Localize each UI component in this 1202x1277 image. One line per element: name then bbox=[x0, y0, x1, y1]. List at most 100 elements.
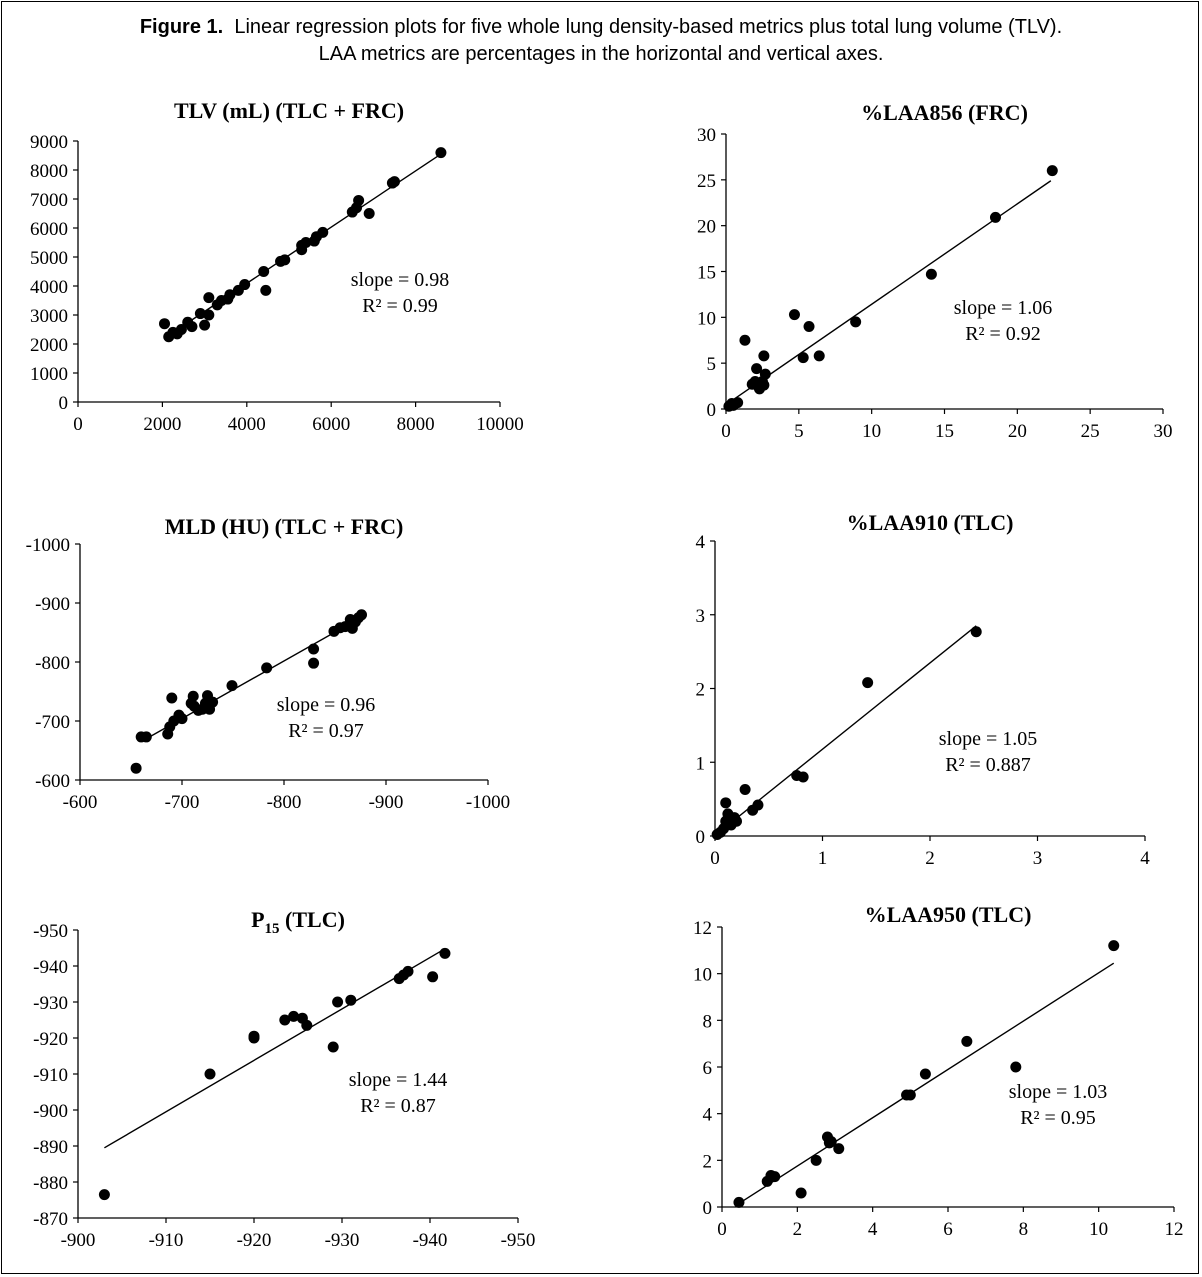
x-tick-label: -800 bbox=[267, 792, 302, 813]
chart-tlv: TLV (mL) (TLC + FRC) 0 2000 4000 6000 8000 100… bbox=[30, 98, 524, 435]
x-tick-label: 0 bbox=[721, 421, 731, 442]
chart-mld: MLD (HU) (TLC + FRC) -600 -700 -800 -900 -100… bbox=[26, 514, 510, 813]
x-tick-label: 6000 bbox=[312, 414, 350, 435]
caption-lead: Figure 1. bbox=[139, 16, 224, 38]
y-tick-label: -950 bbox=[33, 921, 68, 942]
y-tick-label: -900 bbox=[33, 1101, 68, 1122]
y-tick-label: 12 bbox=[693, 918, 712, 939]
r-squared-label: R² = 0.87 bbox=[360, 1095, 436, 1117]
x-tick-label: 5 bbox=[794, 421, 804, 442]
x-tick-label: 4000 bbox=[228, 414, 266, 435]
data-point bbox=[317, 226, 329, 238]
x-tick-label: 20 bbox=[1008, 421, 1027, 442]
data-point bbox=[1010, 1061, 1022, 1073]
slope-label: slope = 1.03 bbox=[1009, 1081, 1108, 1103]
x-tick-label: -600 bbox=[63, 792, 98, 813]
chart-title: P15 (TLC) bbox=[251, 907, 345, 937]
y-tick-label: 6000 bbox=[30, 219, 68, 240]
x-tick-label: -700 bbox=[165, 792, 200, 813]
data-point bbox=[130, 762, 142, 774]
y-tick-label: -940 bbox=[33, 957, 68, 978]
data-point bbox=[98, 1189, 110, 1201]
data-point bbox=[850, 316, 862, 328]
regression-line bbox=[729, 180, 1052, 403]
r-squared-label: R² = 0.99 bbox=[362, 295, 438, 317]
data-point bbox=[279, 1014, 291, 1026]
y-tick-label: -880 bbox=[33, 1173, 68, 1194]
chart-laa910: %LAA910 (TLC) 0 1 2 3 4 0 1 2 3 4 slope = 1.05 R² = … bbox=[696, 510, 1151, 869]
caption-text-1: Linear regression plots for five whole l… bbox=[234, 16, 1063, 38]
x-tick-label: 3 bbox=[1033, 848, 1043, 869]
data-point bbox=[759, 368, 771, 380]
y-tick-label: 9000 bbox=[30, 132, 68, 153]
chart-p15: P15 (TLC) -900 -910 -920 -930 -940 -950 -870 -88… bbox=[33, 907, 535, 1251]
data-point bbox=[186, 321, 198, 333]
y-tick-label: 3000 bbox=[30, 306, 68, 327]
r-squared-label: R² = 0.92 bbox=[965, 323, 1041, 345]
y-tick-label: 20 bbox=[697, 217, 716, 238]
r-squared-label: R² = 0.887 bbox=[945, 754, 1031, 776]
y-tick-label: -700 bbox=[35, 712, 70, 733]
y-tick-label: 2 bbox=[696, 680, 706, 701]
data-point bbox=[301, 1019, 313, 1031]
caption-line-2: LAA metrics are percentages in the horiz… bbox=[318, 43, 884, 65]
y-tick-label: 5000 bbox=[30, 248, 68, 269]
y-tick-label: 4000 bbox=[30, 277, 68, 298]
data-point bbox=[203, 309, 215, 321]
r-squared-label: R² = 0.95 bbox=[1020, 1107, 1096, 1129]
y-tick-label: -890 bbox=[33, 1137, 68, 1158]
x-tick-label: 2000 bbox=[143, 414, 181, 435]
y-tick-label: 0 bbox=[703, 1198, 713, 1219]
data-point bbox=[175, 324, 187, 335]
chart-title: TLV (mL) (TLC + FRC) bbox=[174, 98, 404, 123]
data-point bbox=[176, 713, 188, 725]
data-point bbox=[1046, 165, 1058, 177]
chart-laa856: %LAA856 (FRC) 0 5 10 15 20 25 30 0 5 10 15 20 25 30 slo… bbox=[697, 100, 1173, 442]
y-tick-label: 4 bbox=[703, 1105, 713, 1126]
chart-title: %LAA910 (TLC) bbox=[847, 510, 1014, 535]
regression-line bbox=[736, 962, 1115, 1206]
slope-label: slope = 0.98 bbox=[351, 269, 450, 291]
chart-title: MLD (HU) (TLC + FRC) bbox=[165, 514, 404, 539]
y-tick-label: 3 bbox=[696, 606, 706, 627]
regression-line bbox=[716, 625, 977, 835]
y-tick-label: -900 bbox=[35, 594, 70, 615]
y-tick-label: 8 bbox=[703, 1011, 713, 1032]
data-point bbox=[752, 799, 764, 811]
data-point bbox=[353, 194, 365, 206]
x-tick-label: -950 bbox=[501, 1230, 536, 1251]
x-tick-label: 2 bbox=[793, 1219, 803, 1240]
data-point bbox=[989, 211, 1001, 223]
y-tick-label: 4 bbox=[696, 532, 706, 553]
data-point bbox=[810, 1154, 822, 1166]
y-tick-label: 0 bbox=[59, 393, 69, 414]
data-point bbox=[363, 208, 375, 219]
data-point bbox=[226, 680, 238, 692]
slope-label: slope = 1.05 bbox=[939, 728, 1038, 750]
data-point bbox=[279, 254, 291, 266]
y-tick-label: 7000 bbox=[30, 190, 68, 211]
data-point bbox=[961, 1035, 973, 1047]
data-point bbox=[345, 994, 357, 1006]
x-tick-label: -910 bbox=[149, 1230, 184, 1251]
data-point bbox=[159, 318, 171, 330]
data-point bbox=[194, 308, 206, 320]
y-tick-label: 2 bbox=[703, 1151, 713, 1172]
x-tick-label: -920 bbox=[237, 1230, 272, 1251]
x-tick-label: 8000 bbox=[397, 414, 435, 435]
x-tick-label: 30 bbox=[1154, 421, 1173, 442]
data-point bbox=[788, 309, 800, 321]
data-point bbox=[797, 352, 809, 364]
data-point bbox=[300, 237, 312, 248]
y-tick-label: 15 bbox=[697, 263, 716, 284]
data-point bbox=[733, 1196, 745, 1208]
figure-caption: Figure 1. Linear regression plots for fi… bbox=[0, 14, 1202, 68]
y-tick-label: 1 bbox=[696, 753, 706, 774]
y-tick-label: -1000 bbox=[26, 535, 70, 556]
data-point bbox=[833, 1143, 845, 1155]
data-point bbox=[795, 1187, 807, 1199]
regression-line bbox=[104, 949, 444, 1149]
x-tick-label: 10 bbox=[862, 421, 881, 442]
data-point bbox=[439, 947, 451, 959]
data-point bbox=[308, 657, 320, 669]
